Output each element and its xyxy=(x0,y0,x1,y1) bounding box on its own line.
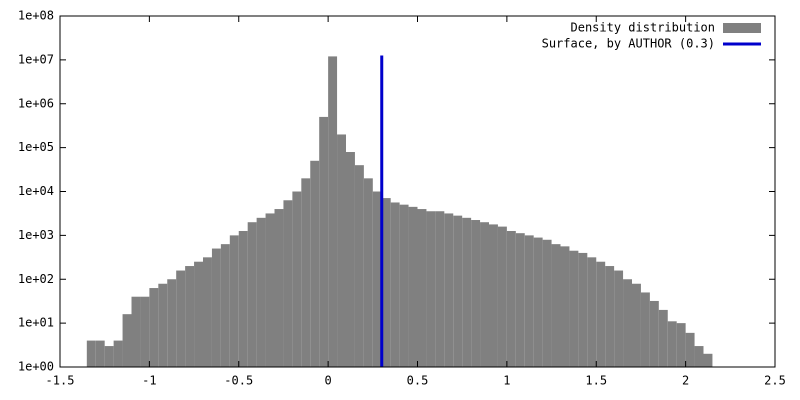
x-tick-label: -1.5 xyxy=(46,374,75,388)
bar xyxy=(417,209,427,367)
bar xyxy=(480,222,489,367)
bar xyxy=(489,224,498,367)
bar xyxy=(229,235,239,367)
bar xyxy=(640,292,650,367)
legend-swatch xyxy=(723,23,761,33)
bar xyxy=(86,340,96,367)
bar xyxy=(542,239,552,367)
x-tick-label: 1 xyxy=(503,374,510,388)
bar xyxy=(274,209,284,367)
bar xyxy=(363,178,373,367)
bar xyxy=(256,217,266,367)
bar xyxy=(569,250,579,367)
bar xyxy=(515,233,525,367)
bar xyxy=(623,279,632,367)
bar xyxy=(667,321,677,367)
bar xyxy=(533,237,543,367)
y-tick-label: 1e+01 xyxy=(18,316,54,330)
bar xyxy=(408,206,418,367)
bar xyxy=(283,200,293,367)
bar xyxy=(462,217,472,367)
bar xyxy=(122,314,132,367)
bar xyxy=(614,270,624,367)
bar xyxy=(310,160,320,367)
bar xyxy=(596,261,606,367)
legend-label: Surface, by AUTHOR (0.3) xyxy=(542,37,715,51)
bar xyxy=(354,165,364,367)
bar xyxy=(238,230,248,367)
x-tick-label: 2.5 xyxy=(764,374,786,388)
bar xyxy=(211,248,221,367)
bar xyxy=(176,270,186,367)
bar xyxy=(587,257,597,367)
bar xyxy=(149,288,159,367)
bar xyxy=(560,246,570,367)
bar xyxy=(265,213,275,367)
y-tick-label: 1e+06 xyxy=(18,96,54,110)
legend-label: Density distribution xyxy=(571,21,716,35)
bar xyxy=(453,215,463,367)
y-tick-label: 1e+07 xyxy=(18,52,54,66)
bar xyxy=(113,340,123,367)
bar xyxy=(399,204,409,367)
bar xyxy=(676,323,686,367)
y-tick-label: 1e+08 xyxy=(18,9,54,23)
bar xyxy=(372,191,382,367)
y-tick-label: 1e+00 xyxy=(18,360,54,374)
bar xyxy=(658,309,668,367)
bar xyxy=(524,235,534,367)
x-tick-label: 0 xyxy=(325,374,332,388)
bar xyxy=(471,220,481,367)
bar xyxy=(203,257,212,367)
bar xyxy=(194,261,203,367)
bar xyxy=(185,266,195,367)
bar xyxy=(426,211,436,367)
bar xyxy=(506,230,516,367)
bar xyxy=(551,244,561,367)
y-tick-label: 1e+03 xyxy=(18,228,54,242)
y-tick-label: 1e+05 xyxy=(18,140,54,154)
bar xyxy=(703,353,713,367)
bar xyxy=(685,332,695,367)
bar xyxy=(167,279,177,367)
x-tick-label: 1.5 xyxy=(585,374,607,388)
x-tick-label: -0.5 xyxy=(224,374,253,388)
bar xyxy=(390,202,400,367)
bar xyxy=(435,211,445,367)
bar xyxy=(131,296,141,367)
bar xyxy=(328,56,338,367)
bar xyxy=(578,252,588,367)
bar xyxy=(346,152,355,367)
y-tick-label: 1e+04 xyxy=(18,184,54,198)
bar xyxy=(649,300,659,367)
bar xyxy=(694,346,704,367)
bar xyxy=(292,191,302,367)
x-tick-label: 2 xyxy=(682,374,689,388)
bar xyxy=(95,340,105,367)
bar xyxy=(140,296,150,367)
bar xyxy=(381,198,391,367)
bar xyxy=(220,244,230,367)
y-tick-label: 1e+02 xyxy=(18,272,54,286)
x-tick-label: -1 xyxy=(142,374,156,388)
bar xyxy=(301,178,311,367)
bar xyxy=(605,266,615,367)
bar xyxy=(337,134,346,367)
bar xyxy=(247,222,257,367)
bar xyxy=(497,226,507,367)
bar xyxy=(632,283,641,367)
bar xyxy=(319,116,329,367)
x-tick-label: 0.5 xyxy=(407,374,429,388)
bar xyxy=(158,283,168,367)
bar xyxy=(104,346,114,367)
bar xyxy=(444,213,454,367)
